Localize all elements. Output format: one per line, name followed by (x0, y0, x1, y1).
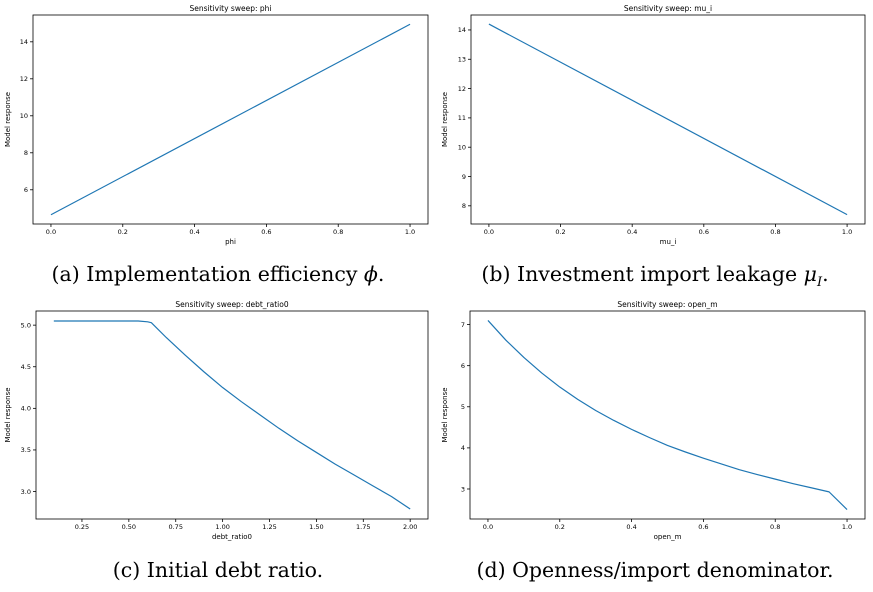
y-axis-label-a: Model response (4, 92, 12, 147)
y-axis-label-d: Model response (441, 387, 449, 442)
x-tick-label: 1.75 (356, 523, 370, 531)
y-axis-label-c: Model response (4, 387, 12, 442)
caption-a: (a) Implementation efficiency ϕ. (0, 262, 436, 286)
y-tick-label: 12 (458, 85, 466, 93)
plot-frame-b (470, 14, 866, 225)
y-tick-label: 9 (462, 173, 466, 181)
y-tick-label: 5 (461, 403, 465, 411)
caption-d: (d) Openness/import denominator. (437, 558, 873, 582)
series-line-b (488, 23, 848, 216)
x-tick-label: 0.2 (555, 523, 565, 531)
x-tick-label: 0.4 (626, 523, 636, 531)
y-tick-label: 10 (458, 144, 466, 152)
x-tick-label: 2.00 (403, 523, 417, 531)
x-tick-label: 0.0 (46, 228, 56, 236)
y-tick-label: 11 (458, 114, 466, 122)
y-tick-label: 6 (24, 186, 28, 194)
caption-b: (b) Investment import leakage μI. (437, 262, 873, 290)
x-tick-label: 1.0 (842, 523, 852, 531)
plot-frame-d (469, 310, 866, 520)
chart-title-d: Sensitivity sweep: open_m (617, 300, 717, 309)
caption-d-text: (d) Openness/import denominator. (476, 558, 834, 582)
x-tick-label: 0.2 (555, 228, 565, 236)
panel-b: Sensitivity sweep: mu_i 0.0 0.2 0.4 0.6 0.8 1.… (437, 0, 873, 296)
y-axis-label-b: Model response (441, 92, 449, 147)
y-tick-label: 3.0 (21, 488, 31, 496)
x-tick-label: 0.50 (122, 523, 136, 531)
chart-title-b: Sensitivity sweep: mu_i (624, 4, 712, 13)
chart-c: Sensitivity sweep: debt_ratio0 0.25 0.50 0.… (4, 300, 429, 541)
x-tick-label: 0.75 (168, 523, 182, 531)
plot-frame-c (35, 310, 429, 520)
x-axis-label-a: phi (225, 238, 236, 246)
caption-b-symbol: μ (803, 262, 817, 286)
y-tick-label: 12 (20, 75, 28, 83)
y-tick-label: 10 (20, 112, 28, 120)
caption-c: (c) Initial debt ratio. (0, 558, 436, 582)
chart-d: Sensitivity sweep: open_m 0.0 0.2 0.4 0.6 0.8… (441, 300, 866, 541)
plot-frame-a (32, 14, 429, 225)
x-tick-label: 0.6 (698, 523, 708, 531)
chart-b: Sensitivity sweep: mu_i 0.0 0.2 0.4 0.6 0.8 1.… (441, 4, 866, 246)
caption-b-text: (b) Investment import leakage (481, 262, 804, 286)
y-tick-label: 13 (458, 56, 466, 64)
x-tick-label: 0.8 (770, 523, 780, 531)
caption-b-subscript: I (816, 275, 823, 291)
y-tick-label: 4.0 (21, 405, 31, 413)
x-tick-label: 1.0 (405, 228, 415, 236)
y-tick-label: 14 (458, 26, 466, 34)
chart-a: Sensitivity sweep: phi 0.0 0.2 0.4 0.6 0.8 1.0… (4, 4, 429, 246)
x-tick-label: 0.6 (261, 228, 271, 236)
x-tick-label: 1.00 (215, 523, 229, 531)
series-line-c (53, 320, 411, 510)
y-tick-label: 4.5 (21, 363, 31, 371)
x-tick-label: 0.8 (770, 228, 780, 236)
x-tick-label: 0.4 (627, 228, 637, 236)
x-tick-label: 0.25 (75, 523, 89, 531)
y-tick-label: 8 (24, 149, 28, 157)
x-axis-label-d: open_m (654, 533, 682, 541)
chart-title-a: Sensitivity sweep: phi (190, 4, 272, 13)
x-tick-label: 0.0 (483, 523, 493, 531)
panel-c: Sensitivity sweep: debt_ratio0 0.25 0.50 0.… (0, 296, 436, 592)
x-axis-label-c: debt_ratio0 (212, 533, 252, 541)
x-tick-label: 1.0 (842, 228, 852, 236)
panel-d: Sensitivity sweep: open_m 0.0 0.2 0.4 0.6 0.8… (437, 296, 873, 592)
y-tick-label: 4 (461, 444, 465, 452)
y-tick-label: 5.0 (21, 321, 31, 329)
y-tick-label: 3.5 (21, 446, 31, 454)
caption-a-text: (a) Implementation efficiency (51, 262, 364, 286)
x-axis-label-b: mu_i (660, 238, 677, 246)
x-tick-label: 1.25 (262, 523, 276, 531)
caption-a-suffix: . (377, 262, 385, 286)
y-tick-label: 8 (462, 202, 466, 210)
x-tick-label: 0.2 (118, 228, 128, 236)
y-tick-label: 7 (461, 321, 465, 329)
caption-a-symbol: ϕ (363, 262, 378, 286)
y-tick-label: 14 (20, 38, 28, 46)
chart-title-c: Sensitivity sweep: debt_ratio0 (175, 300, 288, 309)
panel-a: Sensitivity sweep: phi 0.0 0.2 0.4 0.6 0.8 1.0… (0, 0, 436, 296)
caption-b-suffix: . (822, 262, 829, 286)
x-tick-label: 0.4 (189, 228, 199, 236)
y-tick-label: 6 (461, 362, 465, 370)
x-tick-label: 1.50 (309, 523, 323, 531)
series-line-d (487, 320, 848, 510)
series-line-a (50, 23, 411, 216)
caption-c-text: (c) Initial debt ratio. (112, 558, 324, 582)
y-tick-label: 3 (461, 485, 465, 493)
x-tick-label: 0.0 (484, 228, 494, 236)
x-tick-label: 0.8 (333, 228, 343, 236)
x-tick-label: 0.6 (699, 228, 709, 236)
